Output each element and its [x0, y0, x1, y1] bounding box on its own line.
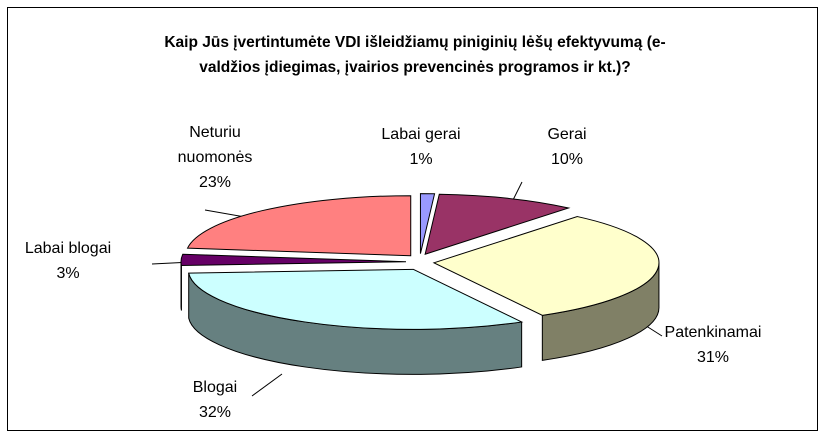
label-value: 1% — [409, 151, 433, 168]
slice-tops — [180, 193, 660, 330]
data-label: Neturiu nuomonės 23% — [160, 120, 270, 195]
slice — [432, 216, 660, 316]
data-label: Patenkinamai 31% — [633, 320, 793, 370]
label-value: 23% — [198, 174, 232, 191]
label-name: Labai blogai — [24, 240, 112, 257]
label-value: 31% — [696, 349, 730, 366]
slice — [188, 268, 524, 330]
label-name: Patenkinamai — [664, 324, 762, 341]
chart-frame — [7, 7, 818, 431]
slice — [180, 253, 407, 267]
label-name: Blogai — [192, 379, 238, 396]
label-name: Gerai — [547, 126, 587, 143]
label-name: Labai gerai — [381, 126, 461, 143]
label-name: Neturiu nuomonės — [177, 124, 253, 166]
chart-title: Kaip Jūs įvertintumėte VDI išleidžiamų p… — [164, 34, 666, 76]
data-label: Labai blogai 3% — [0, 236, 148, 286]
label-value: 3% — [56, 265, 80, 282]
slice — [186, 195, 412, 257]
leader-line — [251, 373, 283, 397]
label-value: 32% — [198, 404, 232, 421]
data-label: Blogai 32% — [135, 375, 295, 425]
data-label: Labai gerai 1% — [341, 122, 501, 172]
label-value: 10% — [550, 151, 584, 168]
data-label: Gerai 10% — [487, 122, 647, 172]
slice — [419, 193, 436, 254]
slice — [424, 193, 571, 255]
